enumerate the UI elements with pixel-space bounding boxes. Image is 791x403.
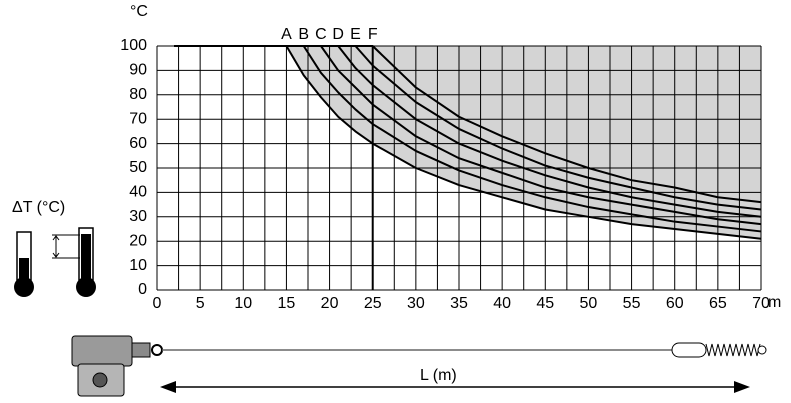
thermometer-bulb: [76, 277, 96, 297]
thermometer-fill: [19, 258, 29, 280]
x-tick-label: 70: [752, 295, 770, 312]
thermometer-bulb: [14, 277, 34, 297]
x-tick-label: 40: [493, 295, 511, 312]
y-tick-label: 100: [120, 37, 147, 54]
thermometer-fill: [81, 234, 91, 280]
x-tick-label: 5: [196, 295, 205, 312]
delta-label: ΔT (°C): [12, 199, 65, 216]
shaded-area: [174, 46, 761, 239]
y-tick-label: 70: [129, 110, 147, 127]
x-tick-label: 65: [709, 295, 727, 312]
series-label: A: [281, 26, 292, 43]
x-tick-label: 30: [407, 295, 425, 312]
eyelet: [151, 344, 163, 356]
x-unit: m: [768, 294, 781, 311]
x-tick-label: 25: [364, 295, 382, 312]
y-unit: °C: [130, 3, 148, 20]
delta-arrow-heads: [52, 235, 60, 258]
series-line: [174, 45, 762, 233]
series-label: F: [368, 26, 378, 43]
y-tick-label: 50: [129, 159, 147, 176]
x-tick-label: 10: [234, 295, 252, 312]
y-tick-label: 30: [129, 208, 147, 225]
x-tick-label: 0: [153, 295, 162, 312]
series-label: D: [332, 26, 344, 43]
series-label: B: [298, 26, 309, 43]
length-label: L (m): [420, 367, 457, 384]
x-tick-label: 60: [666, 295, 684, 312]
x-tick-label: 55: [623, 295, 641, 312]
series-label: E: [350, 26, 361, 43]
series-label: C: [315, 26, 327, 43]
spring: [705, 343, 761, 357]
switch-screw: [92, 372, 108, 388]
y-tick-label: 90: [129, 62, 147, 79]
x-tick-label: 45: [536, 295, 554, 312]
switch-head: [71, 335, 133, 367]
x-tick-label: 35: [450, 295, 468, 312]
series-line: [174, 45, 762, 240]
y-tick-label: 20: [129, 232, 147, 249]
series-line: [174, 45, 762, 204]
y-tick-label: 80: [129, 86, 147, 103]
y-tick-label: 10: [129, 257, 147, 274]
x-tick-label: 15: [278, 295, 296, 312]
tensioner: [671, 342, 707, 358]
switch-lever: [131, 342, 151, 358]
spring-end: [757, 345, 767, 355]
x-tick-label: 50: [580, 295, 598, 312]
y-tick-label: 0: [138, 281, 147, 298]
illustration: [14, 227, 767, 397]
y-tick-label: 40: [129, 184, 147, 201]
y-tick-label: 60: [129, 135, 147, 152]
x-tick-label: 20: [321, 295, 339, 312]
